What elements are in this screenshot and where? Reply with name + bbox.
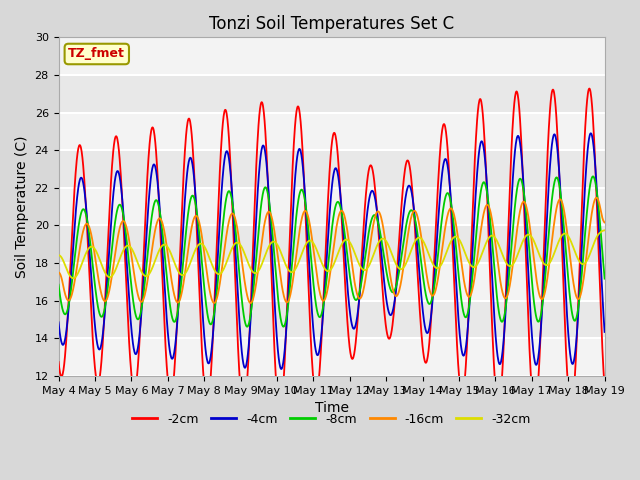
-4cm (601, 329, 609, 335)
Bar (58, 338, 605, 376)
-32cm (237, 244, 245, 250)
-4cm (163, 315, 170, 321)
Bar (58, 188, 605, 226)
-16cm (176, 297, 184, 302)
Legend: -2cm, -4cm, -8cm, -16cm, -32cm: -2cm, -4cm, -8cm, -16cm, -32cm (127, 408, 536, 431)
-4cm (488, 272, 496, 278)
Bar (58, 37, 605, 75)
-2cm (237, 394, 245, 400)
-16cm (536, 294, 544, 300)
Line: -2cm: -2cm (58, 89, 605, 413)
-8cm (176, 292, 184, 298)
-4cm (417, 284, 424, 290)
-4cm (587, 131, 595, 136)
-16cm (488, 216, 496, 222)
-8cm (417, 254, 424, 260)
-16cm (593, 195, 600, 201)
-32cm (54, 252, 62, 258)
-2cm (176, 252, 184, 258)
-16cm (246, 300, 254, 306)
-2cm (536, 342, 544, 348)
-4cm (278, 366, 285, 372)
-2cm (601, 385, 609, 391)
-2cm (276, 410, 284, 416)
Bar (58, 263, 605, 300)
-2cm (163, 362, 170, 368)
-2cm (488, 318, 496, 324)
Title: Tonzi Soil Temperatures Set C: Tonzi Soil Temperatures Set C (209, 15, 454, 33)
-8cm (601, 276, 609, 282)
Text: TZ_fmet: TZ_fmet (68, 48, 125, 60)
-8cm (243, 324, 251, 330)
-16cm (417, 229, 424, 235)
-32cm (488, 233, 496, 239)
-8cm (54, 282, 62, 288)
-32cm (536, 254, 544, 260)
-4cm (536, 336, 544, 342)
Line: -32cm: -32cm (58, 230, 605, 278)
-32cm (163, 243, 171, 249)
-4cm (176, 278, 184, 284)
-8cm (589, 173, 596, 179)
Y-axis label: Soil Temperature (C): Soil Temperature (C) (15, 135, 29, 278)
-8cm (237, 289, 245, 295)
-2cm (586, 86, 593, 92)
-2cm (417, 319, 424, 325)
-8cm (488, 237, 496, 242)
-4cm (54, 319, 62, 325)
-32cm (70, 276, 77, 281)
-16cm (601, 219, 609, 225)
-32cm (177, 271, 184, 277)
-2cm (54, 359, 62, 365)
-8cm (536, 315, 544, 321)
X-axis label: Time: Time (315, 401, 349, 415)
-16cm (237, 252, 245, 258)
-4cm (237, 341, 245, 347)
-8cm (163, 273, 170, 278)
-32cm (601, 228, 609, 233)
Line: -16cm: -16cm (58, 198, 605, 303)
-16cm (54, 270, 62, 276)
Line: -8cm: -8cm (58, 176, 605, 327)
-32cm (417, 235, 424, 241)
Line: -4cm: -4cm (58, 133, 605, 369)
Bar (58, 113, 605, 150)
-16cm (163, 243, 170, 249)
